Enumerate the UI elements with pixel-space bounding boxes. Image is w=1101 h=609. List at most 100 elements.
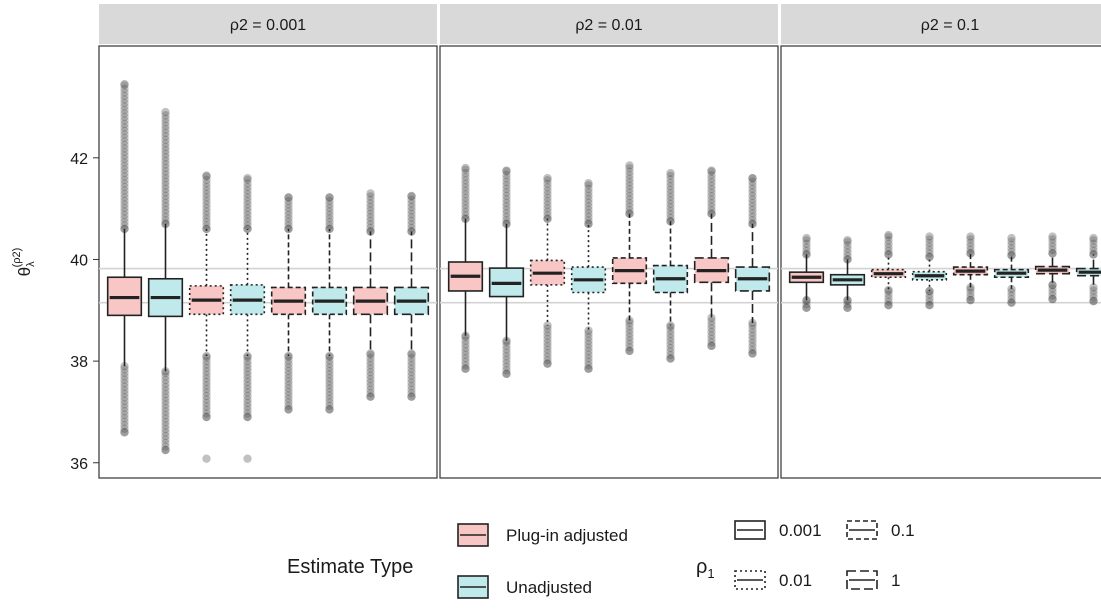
y-tick-label: 36 (70, 456, 88, 473)
outlier-point (120, 379, 129, 388)
outlier-point (161, 107, 170, 117)
legend-linetype-label: 1 (891, 571, 900, 590)
outlier-point (502, 341, 511, 351)
outlier-point (202, 402, 211, 411)
outlier-point (584, 343, 593, 352)
outlier-point (202, 196, 211, 206)
outlier-point (284, 196, 293, 206)
outlier-point (625, 318, 634, 328)
outlier-point (884, 239, 893, 249)
outlier-point (461, 169, 470, 178)
outlier-point (407, 392, 416, 401)
outlier-point (202, 186, 211, 195)
outlier-point (202, 210, 211, 220)
outlier-point (925, 252, 934, 262)
outlier-point (325, 384, 334, 393)
outlier-point (966, 288, 975, 298)
outlier-point (120, 396, 129, 405)
outlier-point (325, 377, 334, 386)
outlier-point (366, 192, 375, 201)
outlier-point (584, 184, 593, 194)
outlier-point (666, 354, 675, 363)
outlier-point (202, 395, 211, 404)
outlier-point (707, 202, 716, 211)
outlier-point (966, 235, 975, 244)
outlier-point (666, 333, 675, 342)
outlier-point (161, 114, 170, 124)
outlier-point (707, 199, 716, 208)
outlier-point (707, 181, 716, 190)
outlier-point (802, 303, 811, 312)
outlier-point (161, 170, 170, 180)
outlier-point (502, 198, 511, 208)
outlier-point (120, 417, 129, 426)
outlier-point (461, 357, 470, 366)
outlier-point (161, 382, 170, 392)
outlier-point (243, 405, 252, 415)
outlier-point (543, 176, 552, 185)
outlier-point (666, 347, 675, 356)
outlier-point (707, 195, 716, 204)
outlier-point (1048, 245, 1057, 255)
outlier-point (843, 303, 852, 312)
outlier-point (1048, 280, 1057, 290)
outlier-point (966, 295, 975, 305)
outlier-point (243, 210, 252, 220)
outlier-point (284, 373, 293, 383)
outlier-point (502, 195, 511, 204)
outlier-point (966, 232, 975, 241)
outlier-point (666, 196, 675, 205)
outlier-point (161, 111, 170, 120)
outlier-point (1048, 242, 1057, 251)
outlier-point (666, 213, 675, 223)
facet-panel: ρ2 = 0.1 (780, 4, 1101, 479)
outlier-point (325, 373, 334, 383)
outlier-point (625, 202, 634, 211)
outlier-point (284, 217, 293, 227)
outlier-point (502, 216, 511, 225)
outlier-point (925, 287, 934, 296)
outlier-point (843, 244, 852, 254)
outlier-point (925, 301, 934, 310)
outlier-point (1007, 251, 1016, 260)
outlier-point (161, 212, 170, 222)
box-unadjusted-rho1-1 (734, 173, 771, 358)
outlier-point (243, 200, 252, 209)
outlier-point (407, 216, 416, 226)
outlier-point (325, 398, 334, 407)
outlier-point (284, 405, 293, 414)
box-unadjusted-rho1-0.1 (993, 233, 1030, 307)
outlier-point (707, 166, 716, 175)
outlier-point (1089, 233, 1098, 243)
outlier-point (1048, 291, 1057, 300)
outlier-point (625, 206, 634, 215)
outlier-point (325, 401, 334, 411)
outlier-point (202, 405, 211, 415)
outlier-point (407, 392, 416, 401)
outlier-point (1089, 243, 1098, 252)
outlier-point (1048, 294, 1057, 304)
outlier-point (243, 370, 252, 380)
outlier-point (584, 212, 593, 222)
outlier-point (243, 217, 252, 227)
outlier-point (161, 216, 170, 225)
outlier-point (707, 341, 716, 351)
legend-linetype-title: ρ1 (696, 556, 715, 581)
outlier-point (161, 396, 170, 406)
outlier-point (543, 179, 552, 188)
outlier-point (161, 132, 170, 141)
outlier-point (161, 375, 170, 385)
outlier-point (120, 368, 129, 377)
outlier-point (1007, 237, 1016, 246)
legend-linetype-title-text: ρ (696, 556, 707, 578)
outlier-point (120, 210, 129, 220)
outlier-point (202, 374, 211, 383)
outlier-point (966, 245, 975, 255)
outlier-point (120, 84, 129, 94)
outlier-point (843, 296, 852, 305)
outlier-point (925, 235, 934, 244)
outlier-point (120, 105, 129, 115)
outlier-point (666, 326, 675, 335)
outlier-point (120, 91, 129, 101)
outlier-point (584, 216, 593, 225)
